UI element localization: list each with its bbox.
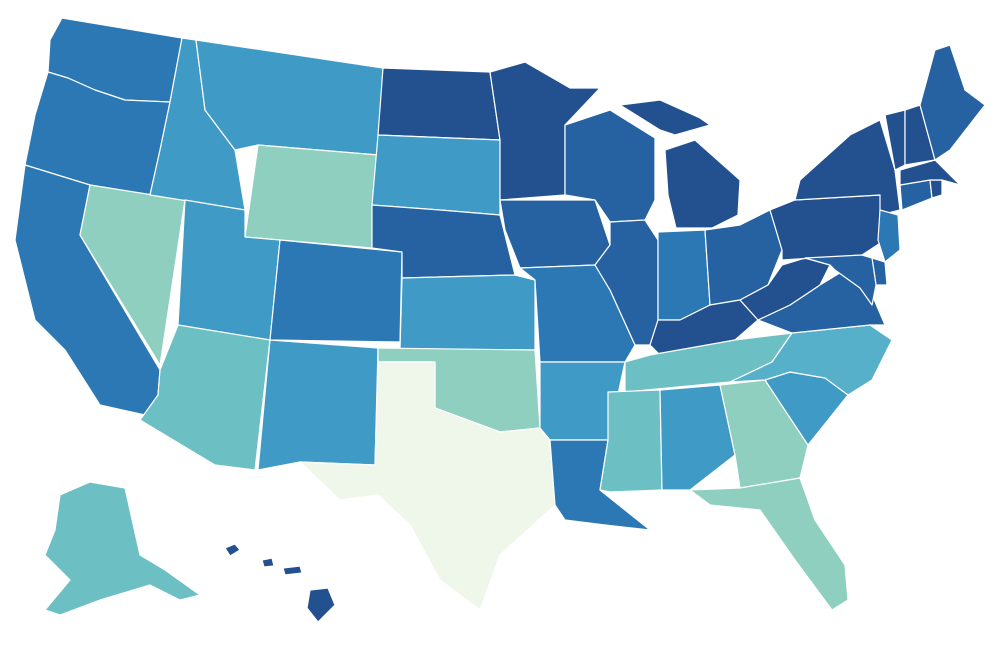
state-sd[interactable]	[371, 134, 501, 216]
state-ri[interactable]	[929, 179, 943, 199]
state-ak[interactable]	[44, 481, 201, 616]
state-co[interactable]	[269, 239, 403, 343]
state-ia[interactable]	[499, 199, 611, 269]
state-nm[interactable]	[257, 339, 379, 471]
state-nj[interactable]	[877, 209, 901, 263]
state-mi[interactable]	[619, 99, 741, 229]
state-nd[interactable]	[377, 67, 501, 141]
state-me[interactable]	[919, 44, 986, 161]
state-il[interactable]	[594, 219, 659, 346]
state-ms[interactable]	[599, 389, 663, 493]
state-in[interactable]	[657, 229, 711, 321]
state-pa[interactable]	[769, 194, 886, 261]
state-wy[interactable]	[244, 144, 379, 249]
state-tx[interactable]	[299, 361, 556, 611]
state-md[interactable]	[804, 254, 877, 306]
state-hi[interactable]	[224, 543, 336, 623]
state-al[interactable]	[659, 384, 736, 491]
state-nc[interactable]	[729, 324, 893, 396]
state-ks[interactable]	[399, 274, 536, 351]
state-fl[interactable]	[689, 477, 849, 611]
state-ma[interactable]	[899, 159, 961, 186]
state-wv[interactable]	[739, 257, 831, 321]
